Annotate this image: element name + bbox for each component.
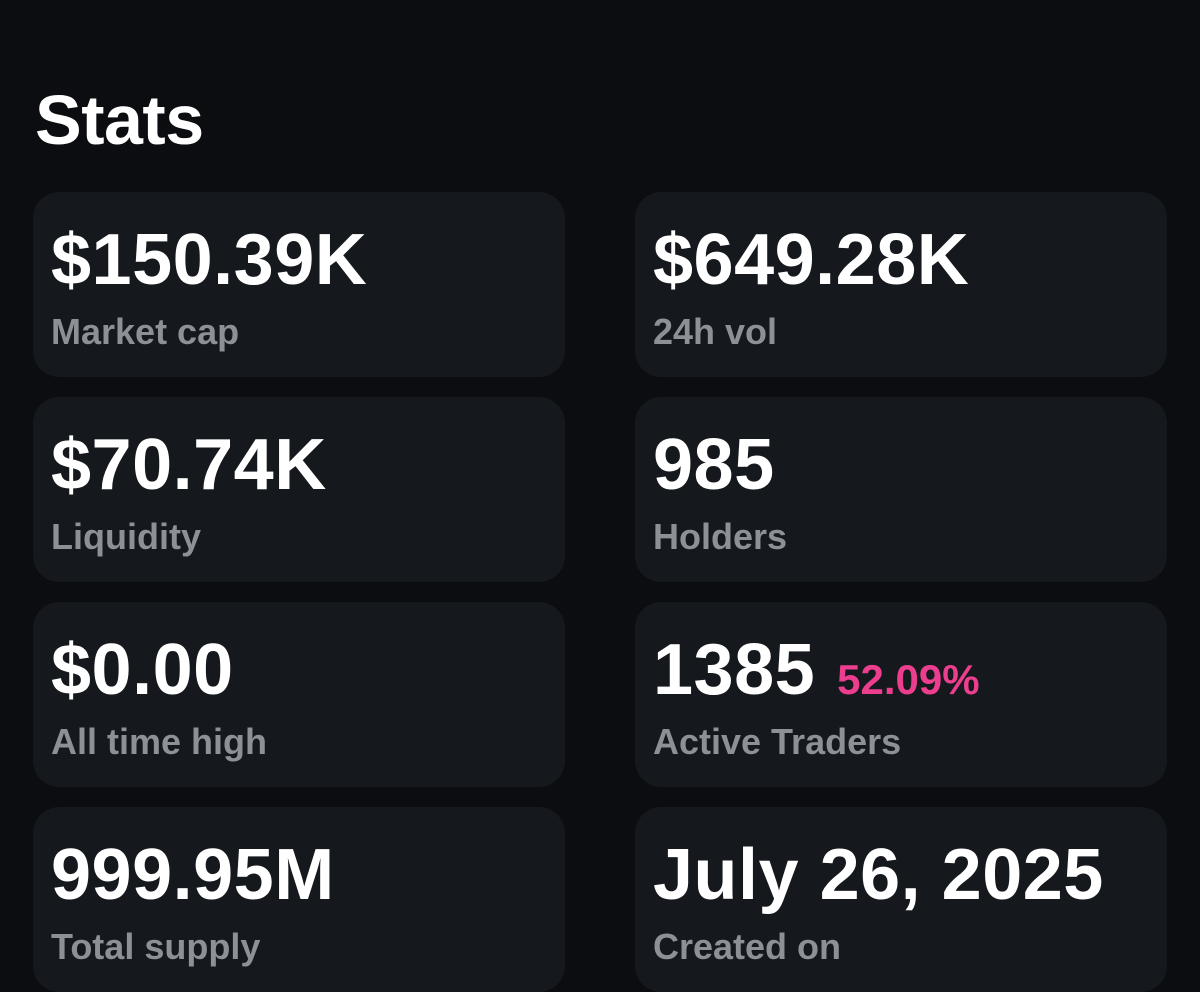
- stat-label: Liquidity: [51, 516, 201, 557]
- stat-value: 999.95M: [51, 835, 335, 915]
- stat-card-total-supply: 999.95M Total supply: [33, 807, 565, 992]
- stat-label: Total supply: [51, 926, 261, 967]
- stat-value: $649.28K: [653, 220, 970, 300]
- stat-value: $0.00: [51, 630, 234, 710]
- stat-label: Created on: [653, 926, 842, 967]
- stat-label: 24h vol: [653, 311, 778, 352]
- stat-card-liquidity: $70.74K Liquidity: [33, 397, 565, 582]
- stat-value: July 26, 2025: [653, 835, 1104, 915]
- stat-label: Market cap: [51, 311, 240, 352]
- stat-value: $70.74K: [51, 425, 327, 505]
- stat-card-holders: 985 Holders: [635, 397, 1167, 582]
- stat-label: Active Traders: [653, 721, 902, 762]
- stat-card-all-time-high: $0.00 All time high: [33, 602, 565, 787]
- stat-label: Holders: [653, 516, 788, 557]
- stat-card-24h-vol: $649.28K 24h vol: [635, 192, 1167, 377]
- stat-value: 1385: [653, 630, 816, 710]
- stats-grid: $150.39K Market cap $649.28K 24h vol $70…: [33, 192, 1167, 992]
- stat-change-percent: 52.09%: [837, 656, 980, 703]
- stat-value: $150.39K: [51, 220, 368, 300]
- stat-card-created-on: July 26, 2025 Created on: [635, 807, 1167, 992]
- stat-card-active-traders: 1385 52.09% Active Traders: [635, 602, 1167, 787]
- page-title: Stats: [35, 81, 204, 159]
- stat-label: All time high: [51, 721, 267, 762]
- stat-value: 985: [653, 425, 775, 505]
- stat-card-market-cap: $150.39K Market cap: [33, 192, 565, 377]
